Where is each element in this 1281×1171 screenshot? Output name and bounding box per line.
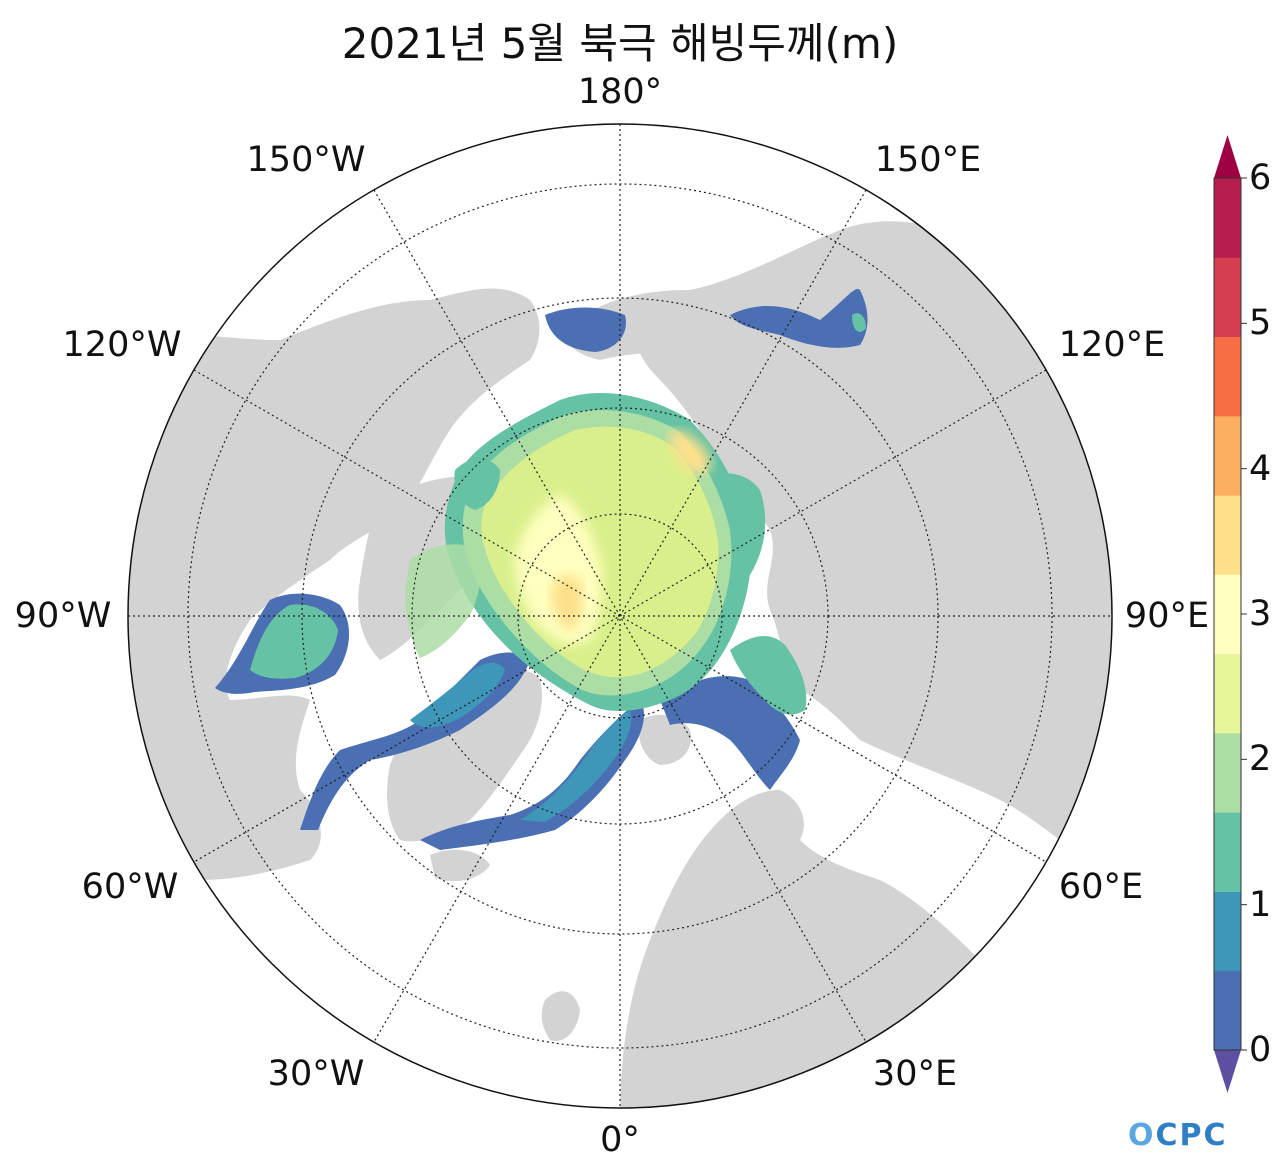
ice-okhotsk-low	[730, 289, 868, 348]
ice-beaufort	[454, 458, 500, 510]
colorbar-segments	[1214, 178, 1241, 1051]
colorbar-tick-label: 6	[1249, 158, 1272, 198]
logo-text: CPC	[1155, 1118, 1228, 1153]
ice-bering-low	[545, 307, 626, 352]
colorbar-tick-label: 2	[1249, 739, 1272, 780]
ice-kara-mid	[730, 635, 807, 715]
colorbar-segment	[1214, 812, 1241, 892]
ice-chukchi-3-5m	[669, 430, 712, 474]
colorbar-tick-marks	[1241, 177, 1247, 1051]
sea-ice-thickness	[215, 289, 868, 850]
lon-label-60e: 60°E	[1058, 867, 1144, 907]
ice-hudson-bay	[250, 604, 338, 679]
lon-label-150w: 150°W	[246, 140, 366, 180]
land-svalbard	[638, 714, 691, 765]
logo-mark: O	[1128, 1118, 1156, 1153]
land-canada-east	[128, 600, 205, 720]
land-greenland	[387, 670, 542, 842]
ice-archipelago	[405, 544, 481, 658]
colorbar-segment	[1214, 891, 1241, 972]
ocpc-logo: OCPC	[1128, 1118, 1228, 1153]
colorbar	[1213, 135, 1247, 1093]
lon-label-150e: 150°E	[874, 140, 982, 180]
colorbar-tick-label: 5	[1249, 303, 1272, 344]
land-chukotka	[560, 221, 1000, 360]
ice-barents-low	[660, 676, 800, 790]
colorbar-segment	[1214, 574, 1241, 655]
lat-circle-80	[517, 513, 723, 719]
map-title: 2021년 5월 북극 해빙두께(m)	[341, 19, 899, 68]
ice-fram-mid	[520, 710, 632, 822]
land-british-isles	[541, 991, 580, 1041]
colorbar-segment	[1214, 970, 1241, 1051]
lon-label-0: 0°	[600, 1120, 640, 1160]
lon-label-30e: 30°E	[872, 1054, 958, 1094]
colorbar-tick-label: 4	[1249, 448, 1272, 489]
lon-label-180: 180°	[577, 72, 663, 112]
colorbar-extend-min	[1214, 1050, 1241, 1093]
colorbar-tick-label: 3	[1249, 594, 1272, 634]
meridians	[128, 124, 1112, 1108]
meridian-120e-60w	[193, 369, 1047, 863]
lon-label-90e: 90°E	[1124, 596, 1210, 636]
colorbar-segment	[1214, 415, 1241, 496]
map-boundary	[127, 123, 1113, 1109]
colorbar-segment	[1214, 732, 1241, 813]
lon-label-30w: 30°W	[267, 1054, 365, 1094]
lon-label-120w: 120°W	[62, 325, 182, 365]
colorbar-segment	[1214, 257, 1241, 338]
colorbar-segment	[1214, 336, 1241, 417]
lon-label-90w: 90°W	[14, 596, 112, 636]
ice-okhotsk-mid	[852, 313, 866, 332]
colorbar-segment	[1214, 653, 1241, 734]
lon-label-60w: 60°W	[81, 867, 179, 907]
ice-greenland-north	[410, 662, 505, 728]
land-north-america	[128, 288, 540, 880]
land-siberia	[636, 251, 1112, 880]
colorbar-extend-max	[1214, 135, 1241, 178]
colorbar-segment	[1214, 495, 1241, 575]
lon-label-120e: 120°E	[1058, 325, 1166, 365]
colorbar-tick-label: 0	[1249, 1030, 1272, 1070]
colorbar-tick-label: 1	[1249, 884, 1272, 925]
land-iceland	[430, 849, 490, 882]
colorbar-segment	[1214, 178, 1241, 258]
